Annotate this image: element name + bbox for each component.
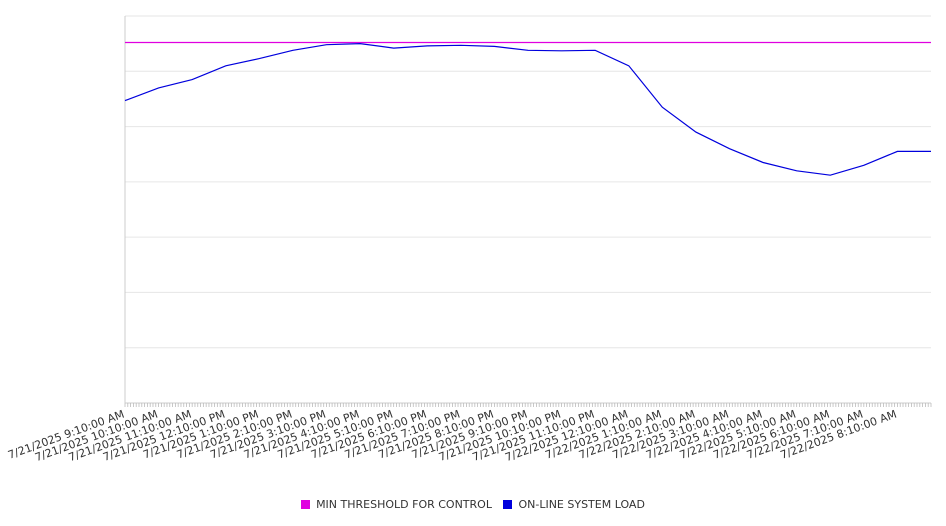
series-line-1	[124, 42, 931, 176]
series-lines	[124, 41, 931, 176]
legend-label-system-load: ON-LINE SYSTEM LOAD	[518, 498, 645, 511]
line-chart: 7/21/2025 9:10:00 AM7/21/2025 10:10:00 A…	[6, 15, 932, 465]
x-axis-minor-ticks	[124, 403, 932, 407]
legend-swatch-system-load	[503, 500, 513, 509]
x-axis-tick-labels: 7/21/2025 9:10:00 AM7/21/2025 10:10:00 A…	[6, 408, 898, 465]
chart-legend: MIN THRESHOLD FOR CONTROL ON-LINE SYSTEM…	[0, 498, 946, 512]
legend-item-system-load[interactable]: ON-LINE SYSTEM LOAD	[503, 498, 645, 511]
grid-lines	[125, 15, 931, 404]
legend-item-threshold[interactable]: MIN THRESHOLD FOR CONTROL	[301, 498, 492, 511]
legend-swatch-threshold	[301, 500, 311, 509]
legend-label-threshold: MIN THRESHOLD FOR CONTROL	[316, 498, 492, 511]
axes	[124, 16, 931, 404]
